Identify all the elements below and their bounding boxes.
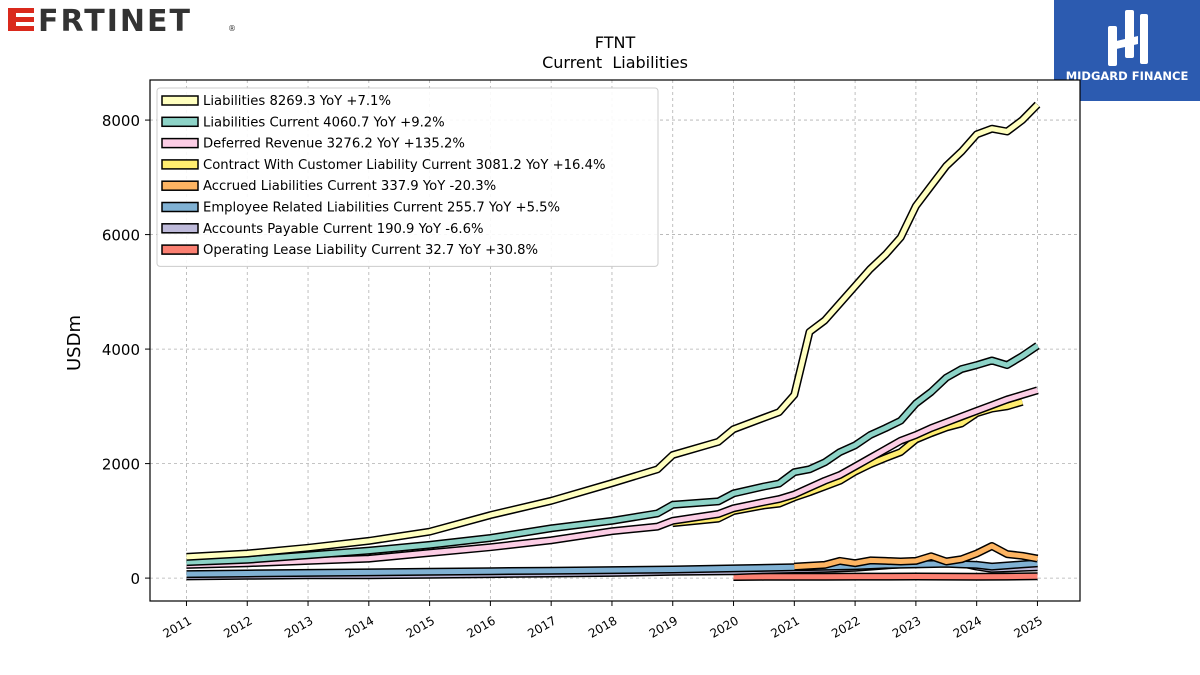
fortinet-logo-bar [8,8,34,13]
legend-box [156,87,659,267]
x-tick-label: 2019 [647,613,680,640]
fortinet-logo-registered: ® [228,24,236,33]
legend-swatch [161,137,199,149]
chart-subtitle: Current Liabilities [542,53,688,72]
legend-entry: Operating Lease Liability Current 32.7 Y… [203,243,538,258]
series-line [186,387,1039,568]
legend-swatch [161,116,199,128]
x-tick-label: 2022 [829,613,862,640]
legend-swatch [161,95,199,106]
y-axis-label: USDm [64,315,85,371]
x-tick-label: 2017 [525,613,558,640]
x-tick-label: 2014 [343,613,376,640]
plot-frame [149,79,1081,602]
legend-entry: Deferred Revenue 3276.2 YoY +135.2% [203,137,465,152]
legend-entry: Liabilities 8269.3 YoY +7.1% [203,94,391,109]
legend-swatch [161,159,199,170]
fortinet-logo-stem [8,8,16,31]
x-tick-label: 2013 [282,613,315,640]
series-deferred-revenue [186,386,1039,569]
legend-entry: Accounts Payable Current 190.9 YoY -6.6% [203,222,484,237]
x-tick-label: 2012 [221,613,254,640]
fortinet-logo-bar [8,17,34,22]
y-tick-label: 6000 [102,227,140,245]
series-line [733,573,1038,580]
series-line [794,543,1038,570]
x-tick-label: 2015 [404,613,437,640]
series-operating-lease-liability-current [733,572,1038,581]
series-liabilities [186,101,1041,561]
fortinet-logo-wordmark: FRTINET [38,4,192,39]
x-tick-label: 2023 [890,613,923,640]
legend-swatch [161,223,199,234]
series-line [186,343,1039,565]
legend: Liabilities 8269.3 YoY +7.1% Liabilities … [156,87,659,267]
x-tick-label: 2016 [464,613,497,640]
x-tick-label: 2025 [1011,613,1044,640]
legend-entry: Accrued Liabilities Current 337.9 YoY -2… [203,179,496,194]
series-liabilities-current [186,342,1040,567]
legend-swatch [161,201,199,213]
legend-swatch [161,244,199,255]
x-tick-label: 2018 [586,613,619,640]
series-line [186,102,1040,560]
series-employee-related-liabilities-current [186,559,1038,579]
legend-entry: Liabilities Current 4060.7 YoY +9.2% [203,115,445,130]
x-tick-label: 2020 [708,613,741,640]
y-tick-label: 4000 [102,341,140,359]
legend-swatch [161,180,199,191]
series-accrued-liabilities-current [794,542,1039,571]
x-tick-label: 2021 [768,613,801,640]
fortinet-logo: FRTINET ® [8,4,236,39]
x-tick-label: 2011 [161,613,194,640]
fortinet-logo-bar [8,26,34,31]
x-tick-label: 2024 [951,613,984,640]
midgard-emblem-icon [1108,10,1148,66]
y-tick-label: 8000 [102,112,140,130]
chart-title: FTNT [595,33,636,52]
series-line [186,560,1038,577]
legend-entry: Contract With Customer Liability Current… [203,158,606,173]
legend-entry: Employee Related Liabilities Current 255… [203,201,560,216]
y-tick-label: 0 [130,570,140,588]
y-tick-label: 2000 [102,456,140,474]
midgard-wordmark: MIDGARD FINANCE [1066,69,1189,83]
